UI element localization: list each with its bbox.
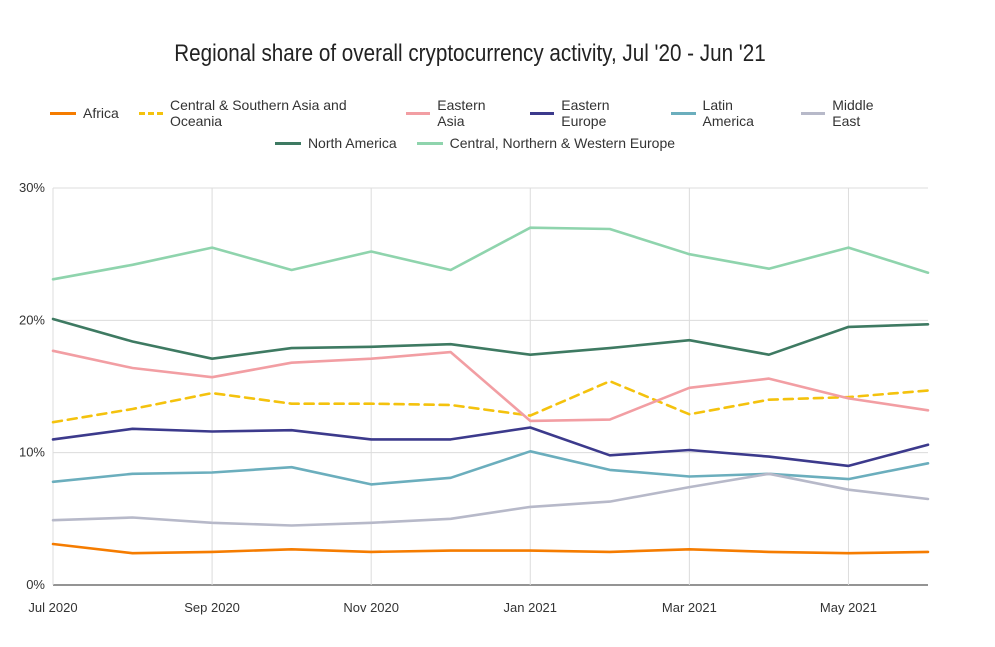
chart-title: Regional share of overall cryptocurrency… <box>174 40 766 67</box>
legend-label: Central & Southern Asia and Oceania <box>169 97 347 129</box>
legend-swatch <box>50 111 76 115</box>
legend-item: Central, Northern & Western Europe <box>416 135 676 151</box>
legend-item: Latin America <box>671 97 781 129</box>
legend-swatch <box>801 111 826 115</box>
y-tick-label: 20% <box>19 312 45 327</box>
legend-item: Eastern Asia <box>406 97 510 129</box>
x-tick-label: Sep 2020 <box>184 600 240 615</box>
y-tick-label: 30% <box>19 180 45 195</box>
series-line-africa <box>51 542 930 555</box>
series-line-eastern-asia <box>51 349 930 423</box>
legend-label: Eastern Asia <box>437 97 486 129</box>
legend-swatch <box>671 111 696 115</box>
legend-swatch <box>416 141 443 145</box>
legend: Africa Central & Southern Asia and Oceani… <box>40 97 910 158</box>
x-tick-label: May 2021 <box>820 600 877 615</box>
legend-item: Central & Southern Asia and Oceania <box>138 97 386 129</box>
y-tick-label: 10% <box>19 445 45 460</box>
legend-item: Africa <box>50 105 119 121</box>
legend-item: North America <box>274 135 397 151</box>
legend-label: Central, Northern & Western Europe <box>449 135 676 151</box>
x-tick-label: Mar 2021 <box>662 600 717 615</box>
legend-row: Africa Central & Southern Asia and Oceani… <box>40 97 910 129</box>
x-tick-label: Jan 2021 <box>504 600 558 615</box>
legend-swatch <box>138 111 163 115</box>
series-line-north-america <box>51 317 930 361</box>
series-line-latin-america <box>51 449 930 486</box>
series-line-middle-east <box>51 472 930 527</box>
legend-item: Eastern Europe <box>530 97 651 129</box>
legend-swatch <box>530 111 555 115</box>
series-line-central-northern-western-europe <box>51 226 930 281</box>
legend-swatch <box>274 141 301 145</box>
legend-swatch <box>406 111 431 115</box>
x-tick-label: Nov 2020 <box>343 600 399 615</box>
legend-row: North America Central, Northern & Western… <box>40 128 910 158</box>
legend-label: Middle East <box>832 97 874 129</box>
series-line-eastern-europe <box>51 426 930 468</box>
legend-label: North America <box>307 135 397 151</box>
legend-label: Eastern Europe <box>561 97 610 129</box>
series-line-central-southern-asia-and-oceania <box>51 379 930 424</box>
legend-label: Africa <box>83 105 119 121</box>
y-tick-label: 0% <box>26 577 45 592</box>
x-tick-label: Jul 2020 <box>28 600 77 615</box>
legend-item: Middle East <box>801 97 900 129</box>
legend-label: Latin America <box>702 97 754 129</box>
